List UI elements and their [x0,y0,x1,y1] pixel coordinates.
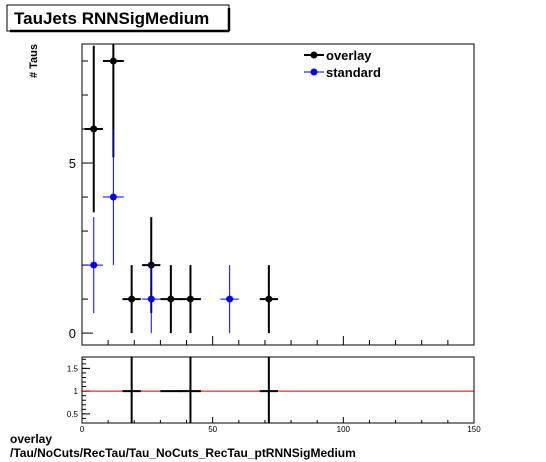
y-axis-label: # Taus [28,44,40,78]
main-plot-frame [81,43,475,346]
main-y-tick-label: 0 [69,326,76,341]
overlay-point [90,125,98,133]
overlay-point [186,295,194,303]
standard-point [226,295,234,303]
ratio-x-tick-label: 50 [208,425,217,434]
standard-point [109,193,117,201]
legend: overlay standard [304,48,381,80]
legend-overlay-label: overlay [326,48,372,63]
legend-standard-marker [310,68,318,76]
overlay-point [265,295,273,303]
title-box [6,4,230,32]
overlay-point [128,295,136,303]
ratio-x-tick-label: 150 [467,425,481,434]
ratio-plot-marks [82,357,474,423]
ratio-y-tick-label: 0.5 [67,410,79,419]
series-standard [84,129,239,334]
standard-point [147,295,155,303]
footer-label: overlay [10,432,53,446]
legend-standard-label: standard [326,65,381,80]
chart-title: TauJets RNNSigMedium [14,9,209,28]
footer-path: /Tau/NoCuts/RecTau/Tau_NoCuts_RecTau_ptR… [10,446,356,460]
legend-overlay-marker [310,51,318,59]
ratio-x-tick-label: 100 [337,425,351,434]
main-y-tick-label: 5 [69,156,76,171]
main-axis-ticks: 05 [69,60,475,345]
ratio-y-tick-label: 1.5 [67,364,79,373]
ratio-x-tick-label: 0 [80,425,85,434]
standard-point [90,261,98,269]
main-plot-marks [84,44,278,334]
ratio-y-tick-label: 1 [74,387,79,396]
ratio-plot-frame [81,356,475,424]
overlay-point [167,295,175,303]
overlay-point [109,57,117,65]
